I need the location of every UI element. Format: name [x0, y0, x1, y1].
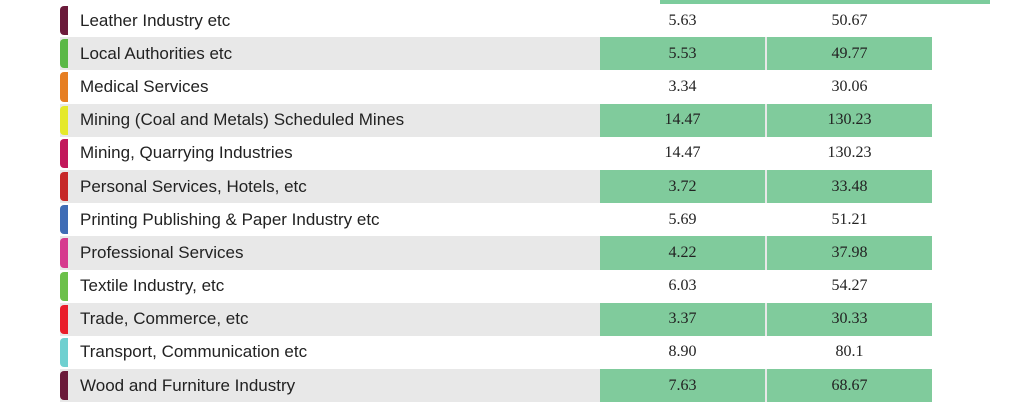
rate-value-1: 4.22: [668, 243, 697, 261]
table-row: Wood and Furniture Industry 7.63 68.67: [60, 369, 932, 403]
table-row: Local Authorities etc 5.53 49.77: [60, 37, 932, 71]
table-row: Textile Industry, etc 6.03 54.27: [60, 270, 932, 303]
rate-value-1: 5.63: [668, 11, 697, 29]
industry-name: Personal Services, Hotels, etc: [80, 176, 307, 196]
rate-value-1: 3.34: [668, 77, 697, 95]
table-row: Mining (Coal and Metals) Scheduled Mines…: [60, 103, 932, 137]
rate-value-2: 33.48: [831, 177, 868, 195]
rate-value-2: 80.1: [835, 343, 864, 361]
highlight-cell: [767, 302, 932, 336]
rates-table: Leather Industry etc 5.63 50.67 Local Autho…: [60, 0, 990, 406]
category-color-marker: [60, 171, 68, 202]
rate-value-1: 3.72: [668, 177, 697, 195]
category-color-marker: [60, 271, 68, 301]
rate-value-1: 5.69: [668, 210, 697, 228]
category-color-marker: [60, 72, 68, 102]
rate-value-2: 130.23: [827, 144, 872, 162]
highlight-cell: [767, 236, 932, 270]
table-row: Professional Services 4.22 37.98: [60, 236, 932, 270]
category-color-marker: [60, 205, 68, 235]
rate-value-1: 3.37: [668, 310, 697, 328]
rate-value-1: 5.53: [668, 44, 697, 62]
industry-name: Textile Industry, etc: [80, 276, 225, 296]
highlight-cell: [600, 103, 765, 137]
category-color-marker: [60, 6, 68, 36]
industry-name: Trade, Commerce, etc: [80, 309, 249, 329]
rate-value-2: 37.98: [831, 243, 868, 261]
industry-name: Professional Services: [80, 242, 244, 262]
highlight-cell: [600, 236, 765, 270]
highlight-cell: [600, 302, 765, 336]
category-color-marker: [60, 304, 68, 334]
category-color-marker: [60, 371, 68, 401]
category-color-marker: [60, 238, 68, 268]
highlight-cell: [600, 169, 765, 204]
rate-value-2: 54.27: [831, 277, 868, 295]
rate-value-1: 6.03: [668, 277, 697, 295]
table-row: Printing Publishing & Paper Industry etc…: [60, 203, 932, 236]
highlight-cell: [767, 369, 932, 403]
industry-name: Transport, Communication etc: [80, 342, 308, 362]
rate-value-1: 14.47: [664, 144, 701, 162]
rate-value-2: 30.33: [831, 310, 868, 328]
highlight-cell: [600, 369, 765, 403]
table-row: Trade, Commerce, etc 3.37 30.33: [60, 302, 932, 336]
industry-name: Printing Publishing & Paper Industry etc: [80, 209, 380, 229]
industry-name: Local Authorities etc: [80, 43, 233, 63]
industry-name: Leather Industry etc: [80, 10, 231, 30]
industry-name: Wood and Furniture Industry: [80, 375, 296, 395]
category-color-marker: [60, 105, 68, 135]
highlight-cell: [767, 37, 932, 71]
industry-name: Mining, Quarrying Industries: [80, 143, 293, 163]
table-row: Mining, Quarrying Industries 14.47 130.23: [60, 137, 932, 170]
highlight-cell: [600, 37, 765, 71]
rate-value-2: 51.21: [831, 210, 868, 228]
industry-name: Mining (Coal and Metals) Scheduled Mines: [80, 110, 405, 130]
category-color-marker: [60, 337, 68, 368]
category-color-marker: [60, 39, 68, 69]
category-color-marker: [60, 138, 68, 168]
table-row: Medical Services 3.34 30.06: [60, 70, 932, 103]
rate-value-2: 30.06: [831, 77, 868, 95]
rate-value-2: 68.67: [831, 376, 868, 394]
rate-value-1: 7.63: [668, 376, 697, 394]
table-row: Leather Industry etc 5.63 50.67: [60, 4, 932, 37]
table-row: Personal Services, Hotels, etc 3.72 33.48: [60, 169, 932, 204]
rate-value-2: 130.23: [827, 111, 872, 129]
highlight-cell: [767, 169, 932, 204]
industry-name: Medical Services: [80, 76, 209, 96]
highlight-cell: [767, 103, 932, 137]
rate-value-2: 49.77: [831, 44, 868, 62]
rate-value-1: 8.90: [668, 343, 697, 361]
header-bottom-strip: [660, 0, 990, 4]
table-row: Transport, Communication etc 8.90 80.1: [60, 336, 932, 369]
rate-value-2: 50.67: [831, 11, 868, 29]
table-body: Leather Industry etc 5.63 50.67 Local Autho…: [60, 4, 932, 403]
rate-value-1: 14.47: [664, 111, 701, 129]
